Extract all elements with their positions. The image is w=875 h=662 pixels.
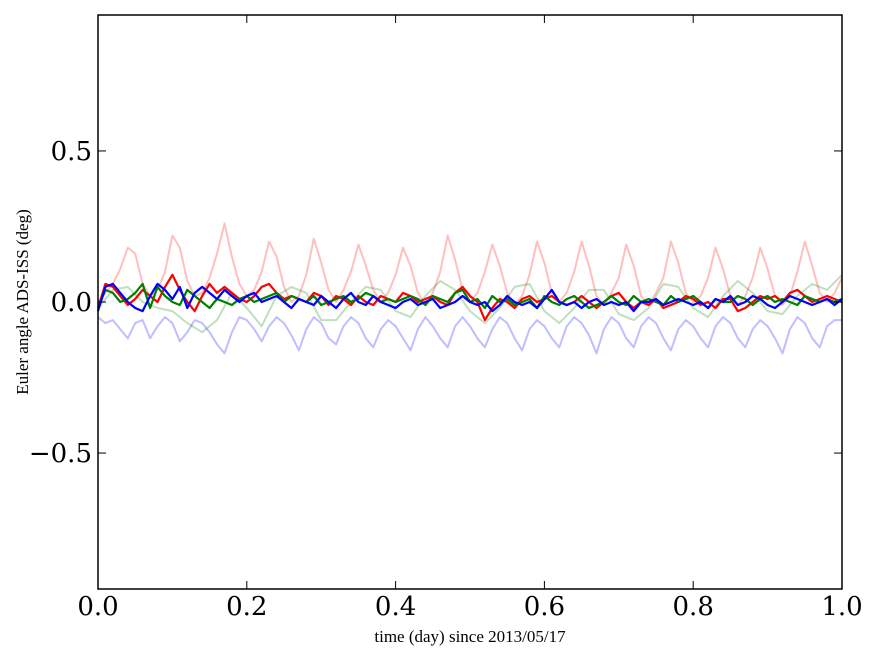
series-line-yaw [96,282,843,313]
series-line-pitch-faint [97,274,843,334]
x-tick-label: 0.2 [226,592,267,622]
x-tick-label: 0.0 [77,592,118,622]
series-layer [96,222,843,355]
y-tick-label: 0.0 [51,288,92,318]
series-line-yaw-faint [97,316,842,355]
x-tick-label: 0.8 [673,592,714,622]
series-line-roll [96,273,843,322]
x-tick-label: 0.4 [375,592,416,622]
tick-layer: 0.0 0.2 0.4 0.6 0.8 1.0 −0.5 0.0 0.5 [29,15,863,622]
y-tick-label: 0.5 [51,137,92,167]
y-tick-label: −0.5 [29,439,92,469]
x-tick-label: 0.6 [524,592,565,622]
x-axis-label: time (day) since 2013/05/17 [374,627,566,646]
y-axis-label: Euler angle ADS-ISS (deg) [13,209,32,395]
x-tick-label: 1.0 [821,592,862,622]
